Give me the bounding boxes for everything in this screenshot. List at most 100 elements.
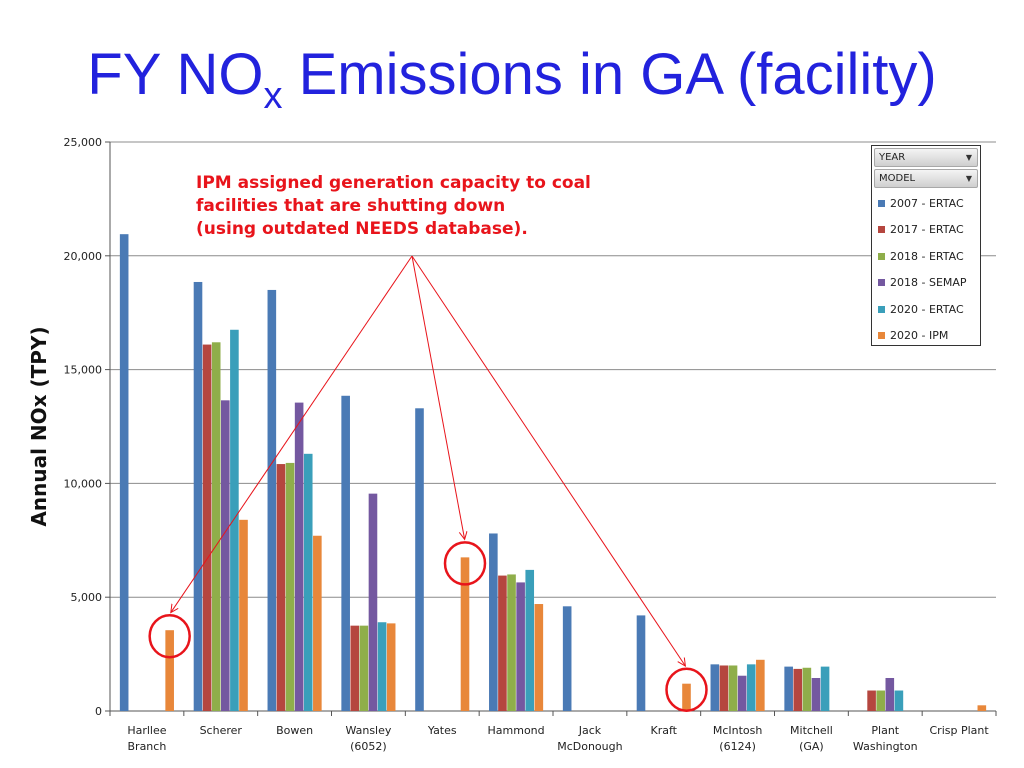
bar — [784, 666, 793, 711]
bar — [682, 683, 691, 711]
annotation-arrow — [171, 255, 413, 613]
title-rest: Emissions in GA (facility) — [282, 42, 937, 107]
x-tick-label: Bowen — [276, 724, 313, 737]
bar — [728, 665, 738, 711]
x-tick-label: Crisp Plant — [929, 724, 989, 737]
annotation-line: (using outdated NEEDS database). — [196, 219, 528, 239]
legend-item: 2020 - IPM — [874, 323, 978, 350]
bar — [221, 400, 230, 711]
bar — [303, 453, 313, 711]
bar — [562, 606, 572, 711]
legend-label: 2018 - ERTAC — [890, 249, 964, 263]
bar — [239, 519, 248, 711]
dropdown-arrow-icon: ▼ — [965, 174, 972, 183]
annotation-line: IPM assigned generation capacity to coal — [196, 173, 591, 193]
bar — [119, 234, 129, 712]
bar — [867, 690, 876, 711]
legend-label: 2007 - ERTAC — [890, 196, 964, 210]
annotation-arrow — [411, 255, 465, 539]
x-tick-label: Mitchell (GA) — [790, 724, 833, 753]
legend-swatch — [878, 332, 885, 340]
legend-swatch — [878, 252, 885, 260]
x-tick-label: Jack McDonough — [557, 724, 622, 753]
bar — [193, 281, 203, 711]
bar — [802, 667, 812, 711]
y-tick-label: 25,000 — [64, 136, 103, 149]
bar — [294, 402, 304, 711]
model-filter-label: MODEL — [879, 173, 916, 184]
legend-label: 2018 - SEMAP — [890, 276, 967, 290]
y-tick-label: 10,000 — [64, 477, 103, 490]
legend-item: 2007 - ERTAC — [874, 190, 978, 217]
legend-item: 2018 - SEMAP — [874, 270, 978, 297]
x-tick-label: Hammond — [488, 724, 545, 737]
year-filter-label: YEAR — [879, 152, 906, 163]
legend-item: 2020 - ERTAC — [874, 296, 978, 323]
page-title: FY NOx Emissions in GA (facility) — [0, 40, 1024, 117]
legend-swatch — [878, 279, 885, 287]
bar — [885, 677, 895, 711]
bar — [341, 395, 350, 711]
dropdown-arrow-icon: ▼ — [965, 153, 972, 162]
x-tick-label: Plant Washington — [853, 724, 918, 753]
bar — [386, 623, 396, 711]
highlight-circle — [665, 667, 708, 712]
bar — [756, 659, 765, 711]
legend-items: 2007 - ERTAC 2017 - ERTAC 2018 - ERTAC 2018… — [874, 190, 978, 349]
highlight-circle — [148, 613, 191, 659]
y-tick-label: 15,000 — [64, 364, 103, 377]
bar — [460, 557, 470, 711]
bar — [719, 665, 729, 711]
bar — [165, 630, 174, 711]
bar — [977, 705, 987, 711]
bar — [285, 462, 295, 711]
bar — [377, 622, 387, 711]
title-main: FY NO — [87, 42, 264, 107]
legend-swatch — [878, 226, 885, 234]
x-tick-label: Kraft — [651, 724, 678, 737]
bar — [368, 493, 378, 711]
model-filter-dropdown[interactable]: MODEL ▼ — [874, 169, 978, 188]
annotation-text: IPM assigned generation capacity to coal… — [196, 172, 666, 241]
x-tick-label: Harllee Branch — [127, 724, 166, 753]
bar — [489, 533, 498, 711]
bar — [313, 535, 322, 711]
bar — [359, 625, 369, 711]
title-subscript: x — [263, 75, 283, 117]
year-filter-dropdown[interactable]: YEAR ▼ — [874, 148, 978, 167]
annotation-arrow — [411, 255, 685, 666]
bar — [202, 344, 212, 711]
legend-item: 2018 - ERTAC — [874, 243, 978, 270]
x-tick-label: McIntosh (6124) — [713, 724, 763, 753]
y-tick-label: 0 — [95, 705, 102, 718]
bar — [498, 575, 507, 711]
bar — [525, 569, 535, 711]
legend-label: 2020 - ERTAC — [890, 302, 964, 316]
bar — [350, 625, 360, 711]
legend-item: 2017 - ERTAC — [874, 217, 978, 244]
bar — [811, 677, 821, 711]
legend-label: 2017 - ERTAC — [890, 223, 964, 237]
highlight-circle — [443, 541, 487, 586]
annotation-line: facilities that are shutting down — [196, 196, 506, 216]
bar — [267, 289, 277, 711]
bar — [737, 675, 747, 711]
bar — [876, 690, 885, 711]
bar — [516, 582, 525, 711]
x-tick-label: Wansley (6052) — [345, 724, 391, 753]
bar — [746, 664, 756, 711]
bar — [793, 668, 803, 711]
legend-swatch — [878, 305, 885, 313]
y-tick-label: 20,000 — [64, 250, 103, 263]
y-axis-title: Annual NOx (TPY) — [27, 326, 51, 526]
y-tick-label: 5,000 — [71, 591, 103, 604]
x-tick-label: Yates — [427, 724, 457, 737]
bar — [710, 664, 720, 711]
bar — [415, 408, 424, 711]
x-tick-label: Scherer — [200, 724, 243, 737]
legend-swatch — [878, 199, 885, 207]
bar — [894, 690, 904, 711]
bar — [230, 329, 239, 711]
legend-label: 2020 - IPM — [890, 329, 949, 343]
